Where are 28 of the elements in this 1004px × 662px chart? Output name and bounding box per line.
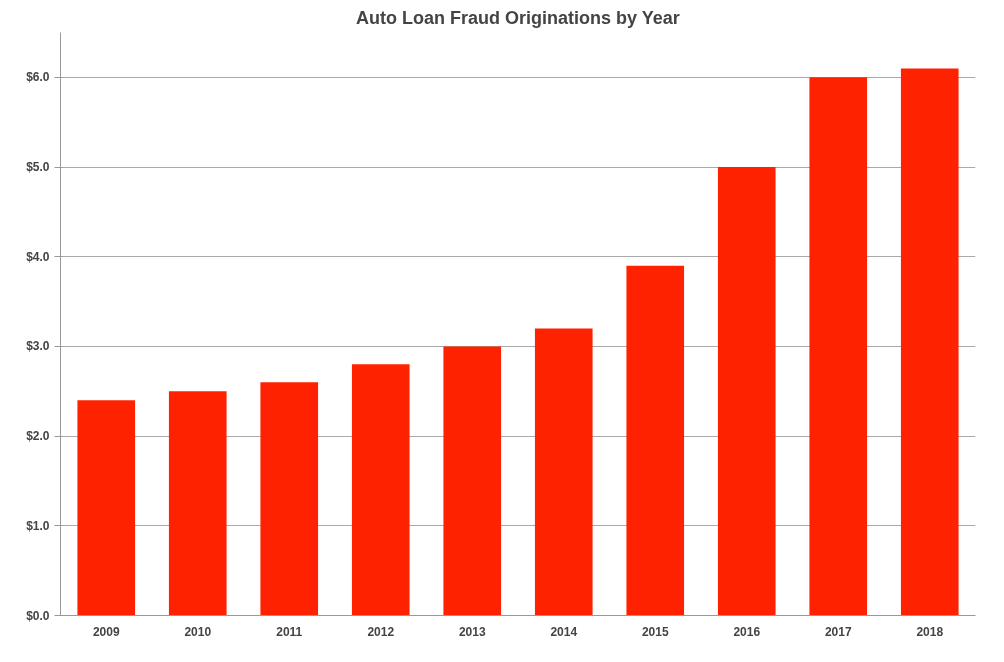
chart-title: Auto Loan Fraud Originations by Year <box>355 7 680 28</box>
x-tick-label: 2012 <box>367 624 395 639</box>
x-tick-label: 2016 <box>733 624 761 639</box>
bar <box>809 77 868 616</box>
x-tick-label: 2015 <box>641 624 669 639</box>
bar <box>717 167 776 616</box>
x-tick-label: 2017 <box>824 624 852 639</box>
x-tick-label: 2010 <box>184 624 212 639</box>
y-tick-label: $6.0 <box>26 70 50 85</box>
y-tick-label: $1.0 <box>26 518 50 533</box>
bar <box>900 68 959 616</box>
x-tick-label: 2013 <box>458 624 486 639</box>
bar <box>260 382 319 616</box>
y-tick-label: $0.0 <box>26 608 50 623</box>
x-tick-label: 2011 <box>276 624 303 639</box>
x-tick-label: 2009 <box>92 624 120 639</box>
bar <box>168 391 227 616</box>
y-tick-label: $4.0 <box>26 249 50 264</box>
x-tick-label: 2014 <box>550 624 578 639</box>
bar <box>626 265 685 616</box>
y-tick-label: $5.0 <box>26 160 50 175</box>
bar <box>77 400 136 616</box>
bar <box>443 346 502 616</box>
x-tick-label: 2018 <box>916 624 944 639</box>
y-tick-label: $3.0 <box>26 339 50 354</box>
y-tick-label: $2.0 <box>26 429 50 444</box>
bar <box>534 328 593 616</box>
bar <box>351 364 410 616</box>
